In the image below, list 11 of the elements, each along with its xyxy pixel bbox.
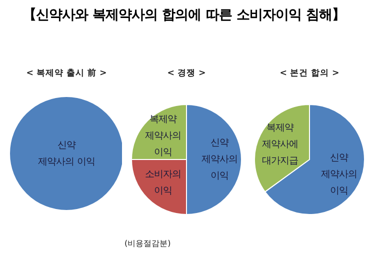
chart-subtitle: < 경쟁 >: [167, 68, 206, 78]
text: 【신약사와 복제약사의 합의에 따른 소비자이익 침해】: [22, 7, 346, 23]
slice-label: 신약 제약사의 이익: [38, 140, 95, 168]
chart-subtitle: < 본건 합의 >: [280, 68, 340, 78]
slice-label: 소비자의 이익: [145, 169, 182, 197]
slice-label: 복제약 제약사의 이익: [145, 114, 182, 158]
slice-label: 신약 제약사의 이익: [320, 152, 357, 196]
slice-label: 복제약 제약사에 대가지급: [262, 122, 298, 167]
text: (비용절감분): [124, 239, 171, 248]
slice-label: 신약 제약사의 이익: [202, 138, 238, 182]
chart-subtitle: < 복제약 출시 前 >: [26, 68, 107, 78]
